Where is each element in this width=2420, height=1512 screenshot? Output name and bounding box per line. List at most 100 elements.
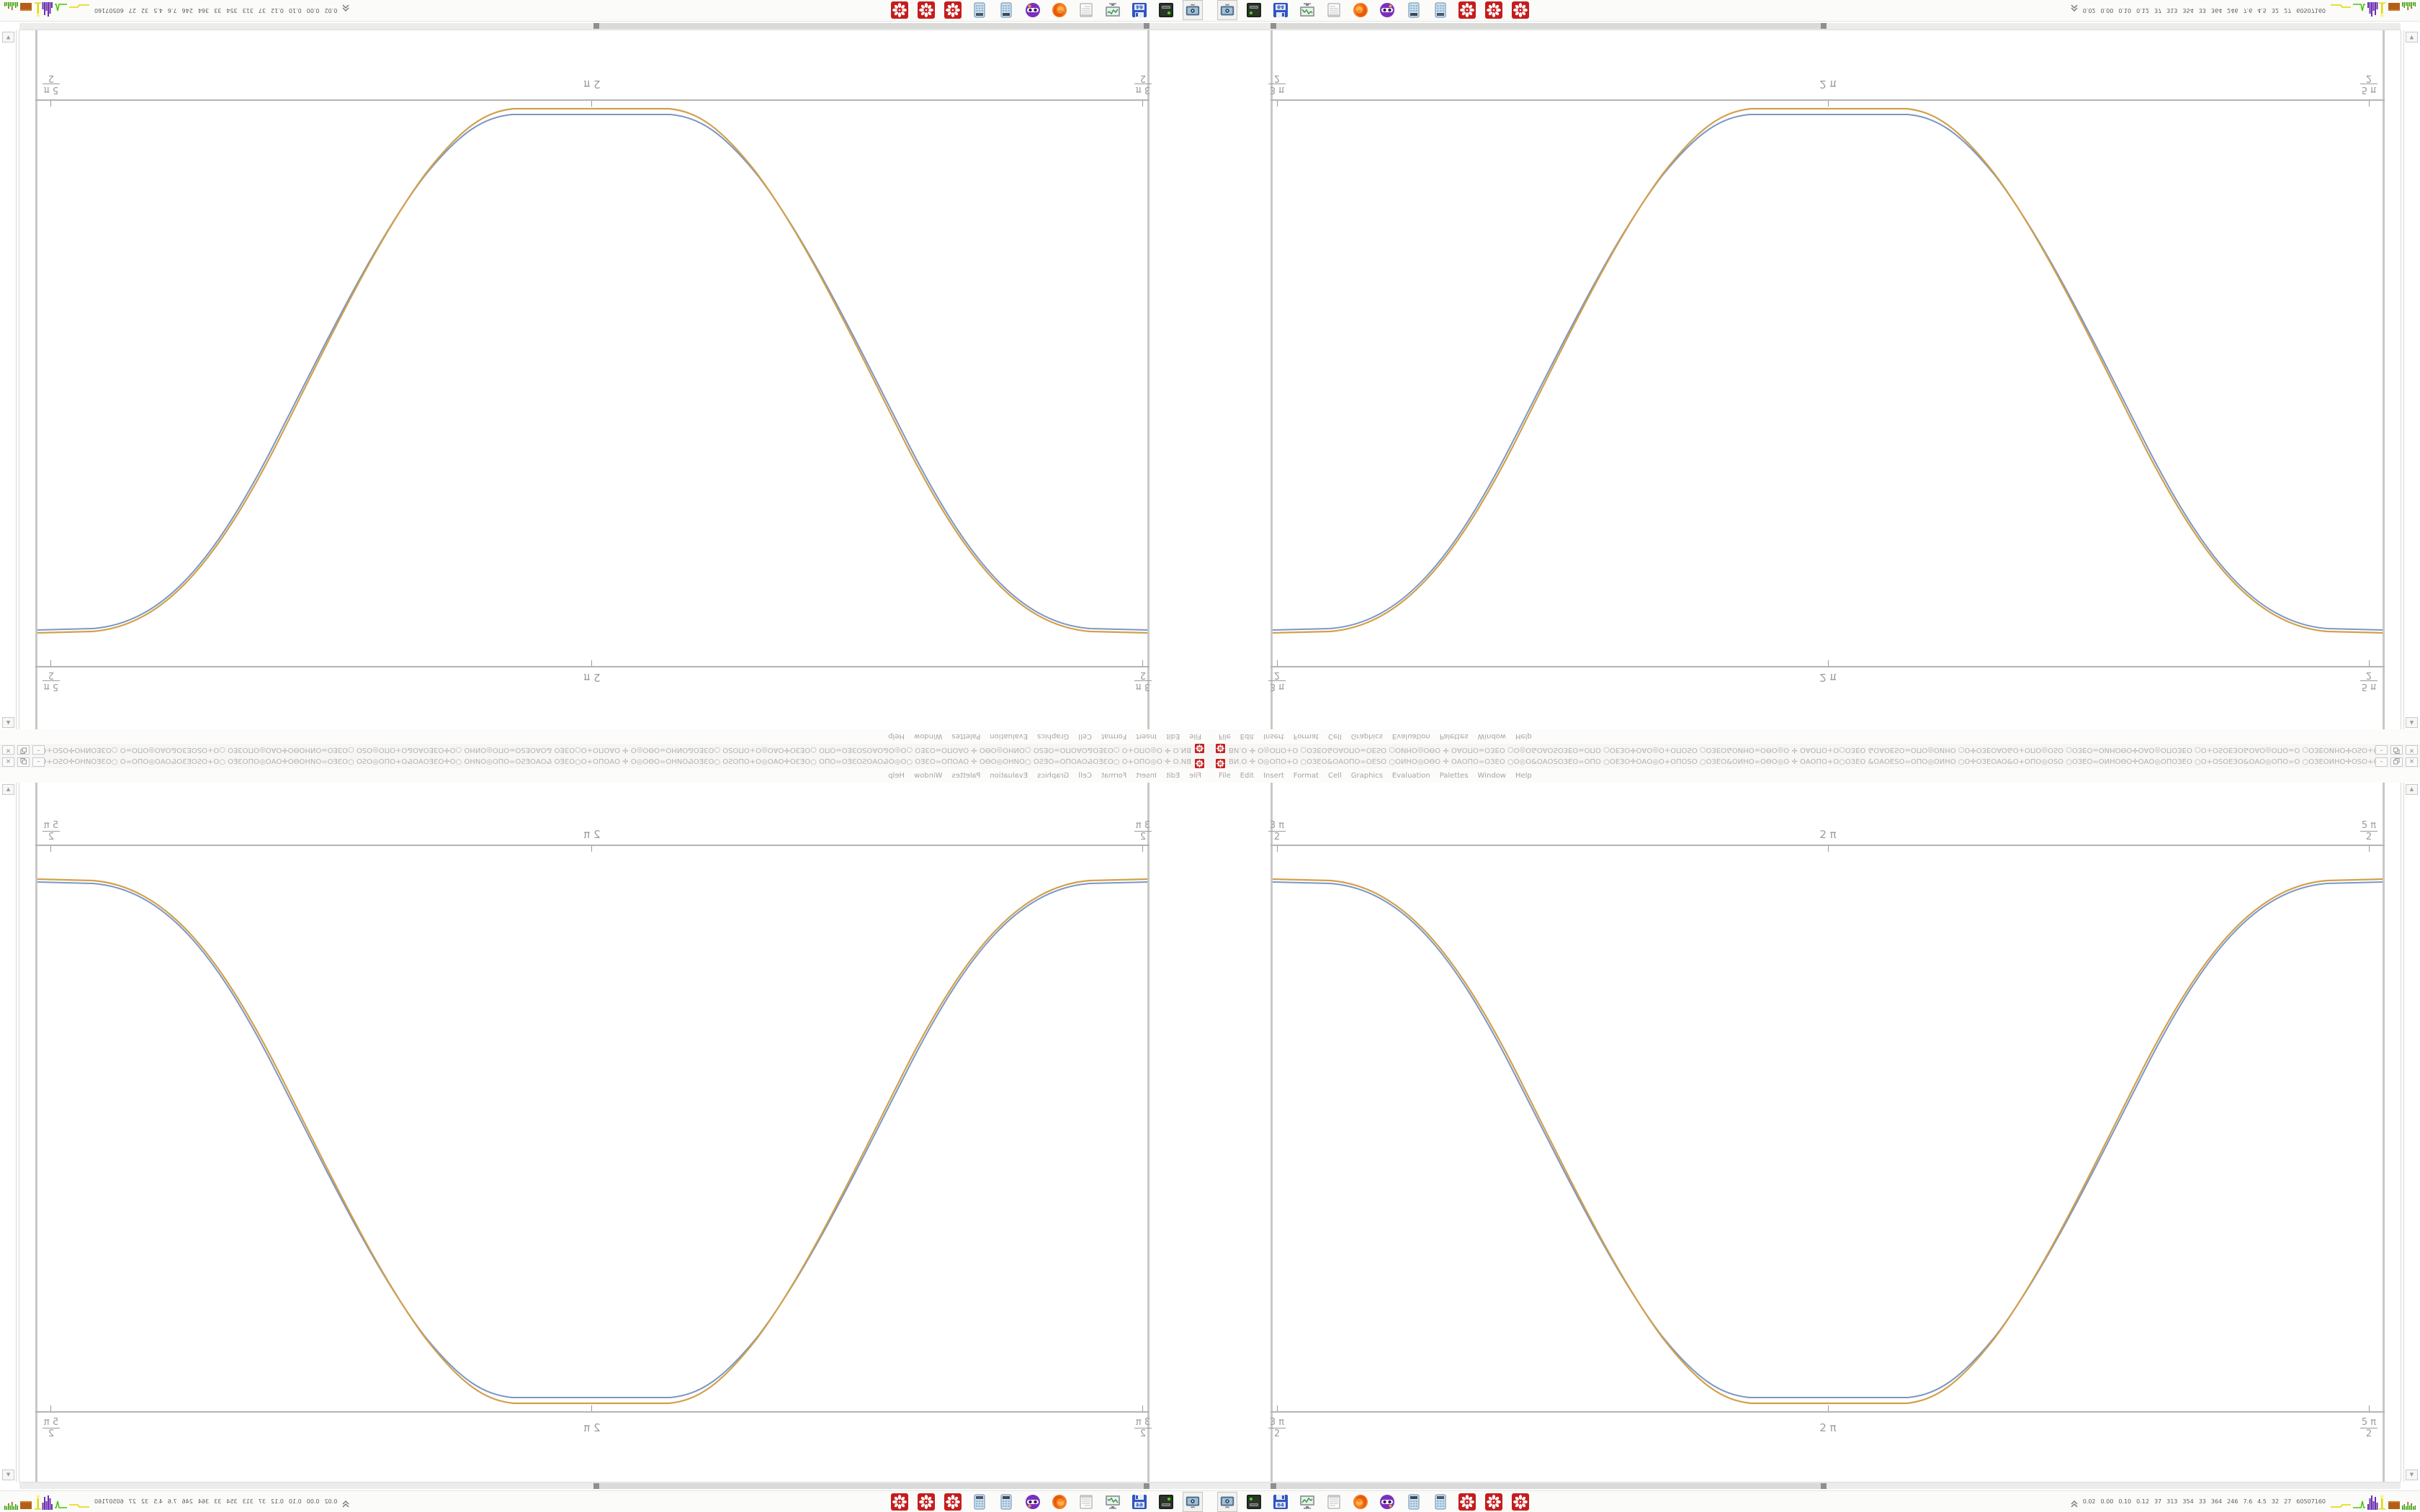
menu-evaluation[interactable]: Evaluation: [990, 771, 1028, 780]
mathematica-window-icon-3[interactable]: [889, 1492, 910, 1512]
text-editor-icon[interactable]: [1076, 1492, 1096, 1512]
close-button[interactable]: ×: [2, 757, 14, 767]
menu-help[interactable]: Help: [888, 771, 905, 780]
screenshot-tool-icon[interactable]: [1217, 1491, 1237, 1512]
menu-insert[interactable]: Insert: [1136, 732, 1157, 741]
menu-insert[interactable]: Insert: [1263, 771, 1284, 780]
close-button[interactable]: ×: [2406, 757, 2418, 767]
menu-format[interactable]: Format: [1293, 732, 1319, 741]
menu-insert[interactable]: Insert: [1263, 732, 1284, 741]
menu-window[interactable]: Window: [914, 771, 943, 780]
close-button[interactable]: ×: [2406, 745, 2418, 755]
vertical-scrollbar-track[interactable]: [2403, 783, 2404, 1482]
menu-evaluation[interactable]: Evaluation: [1392, 771, 1430, 780]
minimize-button[interactable]: –: [32, 757, 45, 767]
chevron-up-icon[interactable]: [342, 1498, 349, 1507]
menu-edit[interactable]: Edit: [1240, 771, 1255, 780]
screenshot-tool-icon[interactable]: [1217, 0, 1237, 21]
mathematica-window-icon-1[interactable]: [1457, 1492, 1477, 1512]
scrollbar-grip-right[interactable]: [1821, 1483, 1827, 1489]
minimize-button[interactable]: –: [32, 745, 45, 755]
mathematica-window-icon-3[interactable]: [1510, 1492, 1531, 1512]
horizontal-scrollbar[interactable]: [19, 23, 1210, 30]
mathematica-window-icon-2[interactable]: [1484, 1492, 1504, 1512]
horizontal-scrollbar[interactable]: [1210, 1482, 2401, 1489]
menu-palettes[interactable]: Palettes: [1439, 771, 1469, 780]
text-editor-icon[interactable]: [1324, 1, 1344, 21]
mathematica-window-icon-3[interactable]: [1510, 1, 1531, 21]
system-monitor-icon[interactable]: [1103, 1492, 1123, 1512]
scroll-down-button[interactable]: ▼: [2406, 1470, 2418, 1480]
calculator-icon-2[interactable]: [969, 1492, 990, 1512]
restore-button[interactable]: [17, 745, 30, 755]
menu-cell[interactable]: Cell: [1078, 732, 1092, 741]
restore-button[interactable]: [2390, 745, 2403, 755]
menu-palettes[interactable]: Palettes: [1439, 732, 1469, 741]
vertical-scrollbar-track[interactable]: [16, 783, 17, 1482]
c64-emulator-icon[interactable]: 64: [1129, 1492, 1150, 1512]
scroll-down-button[interactable]: ▼: [2, 32, 14, 42]
scrollbar-grip-left[interactable]: [1270, 1483, 1276, 1489]
firefox-icon[interactable]: [1049, 1, 1070, 21]
mathematica-window-icon-2[interactable]: [916, 1492, 936, 1512]
firefox-icon[interactable]: [1350, 1492, 1371, 1512]
chevron-up-icon[interactable]: [2071, 1498, 2078, 1507]
chevron-up-icon[interactable]: [342, 5, 349, 15]
menu-evaluation[interactable]: Evaluation: [990, 732, 1028, 741]
scroll-up-button[interactable]: ▲: [2, 784, 14, 795]
scrollbar-grip-left[interactable]: [1144, 1483, 1150, 1489]
scrollbar-grip-right[interactable]: [593, 23, 599, 29]
menu-palettes[interactable]: Palettes: [951, 771, 981, 780]
calculator-icon-2[interactable]: [1430, 1492, 1451, 1512]
virtualbox-icon[interactable]: [1244, 1, 1264, 21]
minimize-button[interactable]: –: [2375, 745, 2388, 755]
media-app-icon[interactable]: [1377, 1, 1397, 21]
mathematica-window-icon-1[interactable]: [1457, 1, 1477, 21]
mathematica-window-icon-3[interactable]: [889, 1, 910, 21]
calculator-icon[interactable]: [996, 1, 1016, 21]
virtualbox-icon[interactable]: [1244, 1492, 1264, 1512]
media-app-icon[interactable]: [1377, 1492, 1397, 1512]
media-app-icon[interactable]: [1023, 1, 1043, 21]
media-app-icon[interactable]: [1023, 1492, 1043, 1512]
calculator-icon[interactable]: [1404, 1492, 1424, 1512]
firefox-icon[interactable]: [1049, 1492, 1070, 1512]
chevron-up-icon[interactable]: [2071, 5, 2078, 15]
vertical-scrollbar-track[interactable]: [2403, 30, 2404, 729]
horizontal-scrollbar-thumb[interactable]: [593, 1483, 1150, 1489]
menu-insert[interactable]: Insert: [1136, 771, 1157, 780]
scrollbar-grip-left[interactable]: [1144, 23, 1150, 29]
virtualbox-icon[interactable]: [1156, 1492, 1176, 1512]
firefox-icon[interactable]: [1350, 1, 1371, 21]
mathematica-window-icon-1[interactable]: [943, 1, 963, 21]
calculator-icon-2[interactable]: [969, 1, 990, 21]
menu-file[interactable]: File: [1219, 732, 1231, 741]
system-monitor-icon[interactable]: [1103, 1, 1123, 21]
horizontal-scrollbar[interactable]: [1210, 23, 2401, 30]
menu-window[interactable]: Window: [1477, 771, 1506, 780]
c64-emulator-icon[interactable]: 64: [1129, 1, 1150, 21]
system-monitor-icon[interactable]: [1297, 1492, 1317, 1512]
menu-help[interactable]: Help: [888, 732, 905, 741]
scrollbar-grip-left[interactable]: [1270, 23, 1276, 29]
scrollbar-grip-right[interactable]: [593, 1483, 599, 1489]
screenshot-tool-icon[interactable]: [1183, 1491, 1203, 1512]
scroll-up-button[interactable]: ▲: [2406, 784, 2418, 795]
menu-cell[interactable]: Cell: [1078, 771, 1092, 780]
calculator-icon[interactable]: [1404, 1, 1424, 21]
mathematica-window-icon-1[interactable]: [943, 1492, 963, 1512]
menu-edit[interactable]: Edit: [1165, 732, 1180, 741]
c64-emulator-icon[interactable]: 64: [1270, 1, 1291, 21]
menu-format[interactable]: Format: [1101, 771, 1127, 780]
menu-evaluation[interactable]: Evaluation: [1392, 732, 1430, 741]
menu-graphics[interactable]: Graphics: [1350, 771, 1383, 780]
restore-button[interactable]: [2390, 757, 2403, 767]
menu-file[interactable]: File: [1219, 771, 1231, 780]
menu-help[interactable]: Help: [1515, 771, 1532, 780]
calculator-icon-2[interactable]: [1430, 1, 1451, 21]
menu-edit[interactable]: Edit: [1165, 771, 1180, 780]
mathematica-window-icon-2[interactable]: [916, 1, 936, 21]
scroll-up-button[interactable]: ▲: [2, 717, 14, 728]
menu-graphics[interactable]: Graphics: [1037, 771, 1070, 780]
horizontal-scrollbar-thumb[interactable]: [593, 23, 1150, 29]
